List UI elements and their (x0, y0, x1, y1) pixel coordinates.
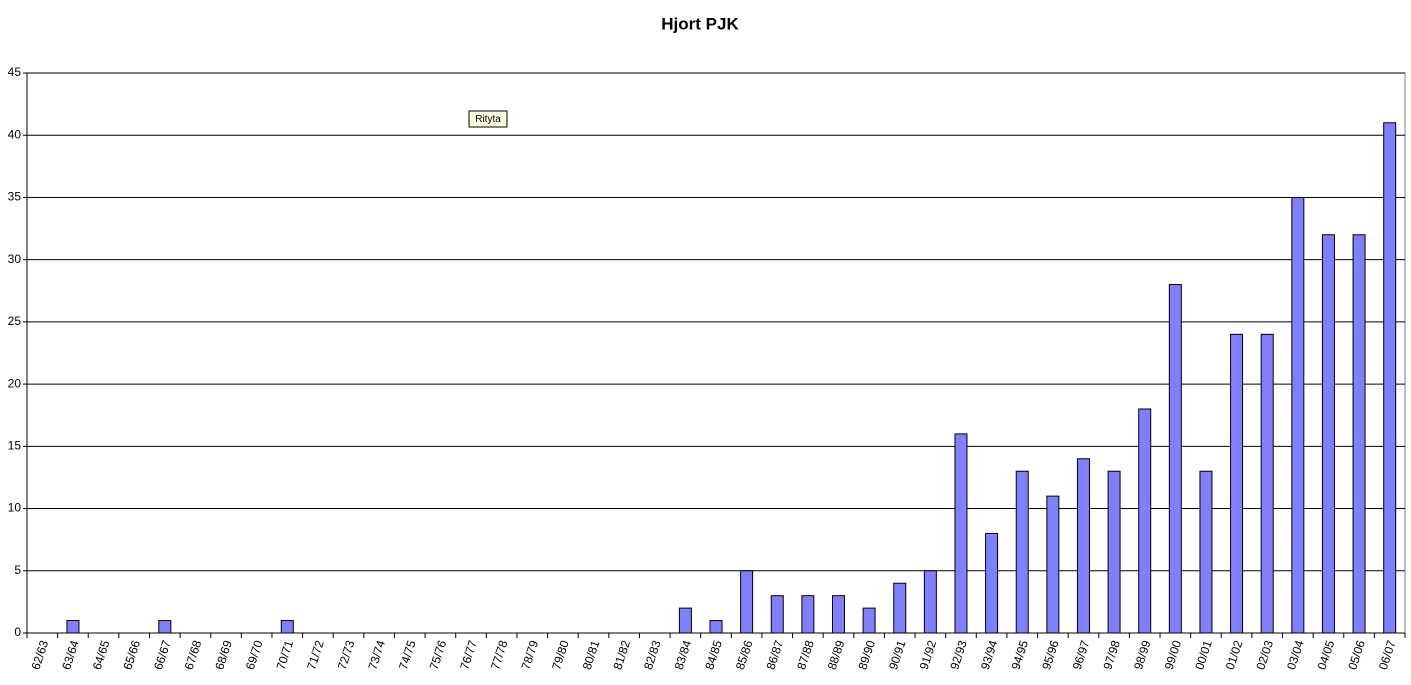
bar (1321, 234, 1335, 634)
y-tick-label: 20 (8, 376, 22, 390)
x-tick-label: 90/91 (886, 638, 909, 671)
bar (801, 595, 815, 634)
x-tick-label: 68/69 (212, 638, 235, 671)
x-tick-label: 81/82 (610, 638, 633, 671)
x-tick-label: 77/78 (488, 638, 511, 671)
x-tick-label: 94/95 (1008, 638, 1031, 671)
bar (831, 595, 845, 634)
chart-title: Hjort PJK (661, 14, 739, 33)
y-tick-label: 15 (8, 439, 22, 453)
x-tick-label: 85/86 (733, 638, 756, 671)
x-tick-label: 91/92 (917, 638, 940, 671)
y-tick-label: 45 (8, 65, 22, 79)
bar (66, 620, 80, 634)
x-tick-label: 80/81 (580, 638, 603, 671)
bar (1168, 284, 1182, 634)
x-tick-label: 62/63 (29, 638, 52, 671)
x-tick-label: 03/04 (1284, 638, 1307, 671)
x-tick-label: 65/66 (120, 638, 143, 671)
bar (1352, 234, 1366, 634)
x-tick-label: 04/05 (1315, 638, 1338, 671)
x-tick-label: 96/97 (1070, 638, 1093, 671)
x-tick-label: 92/93 (947, 638, 970, 671)
x-tick-label: 93/94 (978, 638, 1001, 671)
x-tick-label: 84/85 (702, 638, 725, 671)
x-tick-label: 83/84 (672, 638, 695, 671)
tooltip: Rityta (468, 110, 508, 128)
bar (1138, 408, 1152, 634)
bar (1046, 495, 1060, 634)
y-tick-label: 40 (8, 127, 22, 141)
bar (985, 532, 999, 634)
bar (770, 595, 784, 634)
bar (1383, 122, 1397, 634)
x-tick-label: 69/70 (243, 638, 266, 671)
y-tick-label: 0 (14, 625, 21, 639)
x-tick-label: 01/02 (1223, 638, 1246, 671)
y-tick-label: 25 (8, 314, 22, 328)
bar (1076, 458, 1090, 634)
tooltip-box (468, 110, 508, 128)
x-tick-label: 73/74 (365, 638, 388, 671)
x-tick-label: 70/71 (274, 638, 297, 671)
x-tick-label: 99/00 (1162, 638, 1185, 671)
x-tick-label: 95/96 (1039, 638, 1062, 671)
bar (923, 570, 937, 634)
x-tick-label: 00/01 (1192, 638, 1215, 671)
tooltip-text: Rityta (475, 114, 501, 125)
bar (678, 607, 692, 634)
x-tick-label: 63/64 (59, 638, 82, 671)
x-tick-label: 79/80 (549, 638, 572, 671)
x-tick-label: 75/76 (427, 638, 450, 671)
x-tick-label: 89/90 (855, 638, 878, 671)
bar (1260, 333, 1274, 634)
x-tick-label: 87/88 (794, 638, 817, 671)
x-tick-label: 74/75 (396, 638, 419, 671)
x-tick-label: 82/83 (641, 638, 664, 671)
bar (862, 607, 876, 634)
bar (740, 570, 754, 634)
bar (709, 620, 723, 634)
bar (1230, 333, 1244, 634)
y-tick-label: 5 (14, 563, 21, 577)
x-tick-label: 72/73 (335, 638, 358, 671)
bar (1291, 196, 1305, 634)
x-tick-label: 97/98 (1100, 638, 1123, 671)
bar (1199, 470, 1213, 634)
y-tick-label: 35 (8, 190, 22, 204)
x-tick-label: 86/87 (764, 638, 787, 671)
y-tick-label: 30 (8, 252, 22, 266)
x-tick-label: 05/06 (1345, 638, 1368, 671)
x-tick-label: 64/65 (90, 638, 113, 671)
bar (954, 433, 968, 634)
x-tick-label: 88/89 (825, 638, 848, 671)
bar (280, 620, 294, 634)
x-tick-label: 06/07 (1376, 638, 1399, 671)
bar (893, 582, 907, 634)
x-tick-label: 98/99 (1131, 638, 1154, 671)
y-tick-label: 10 (8, 501, 22, 515)
x-tick-label: 02/03 (1253, 638, 1276, 671)
bar (1015, 470, 1029, 634)
bar (158, 620, 172, 634)
bar (1107, 470, 1121, 634)
x-tick-label: 66/67 (151, 638, 174, 671)
x-tick-label: 67/68 (182, 638, 205, 671)
plot-area (26, 72, 1406, 634)
x-tick-label: 71/72 (304, 638, 327, 671)
x-tick-label: 78/79 (519, 638, 542, 671)
x-tick-label: 76/77 (457, 638, 480, 671)
